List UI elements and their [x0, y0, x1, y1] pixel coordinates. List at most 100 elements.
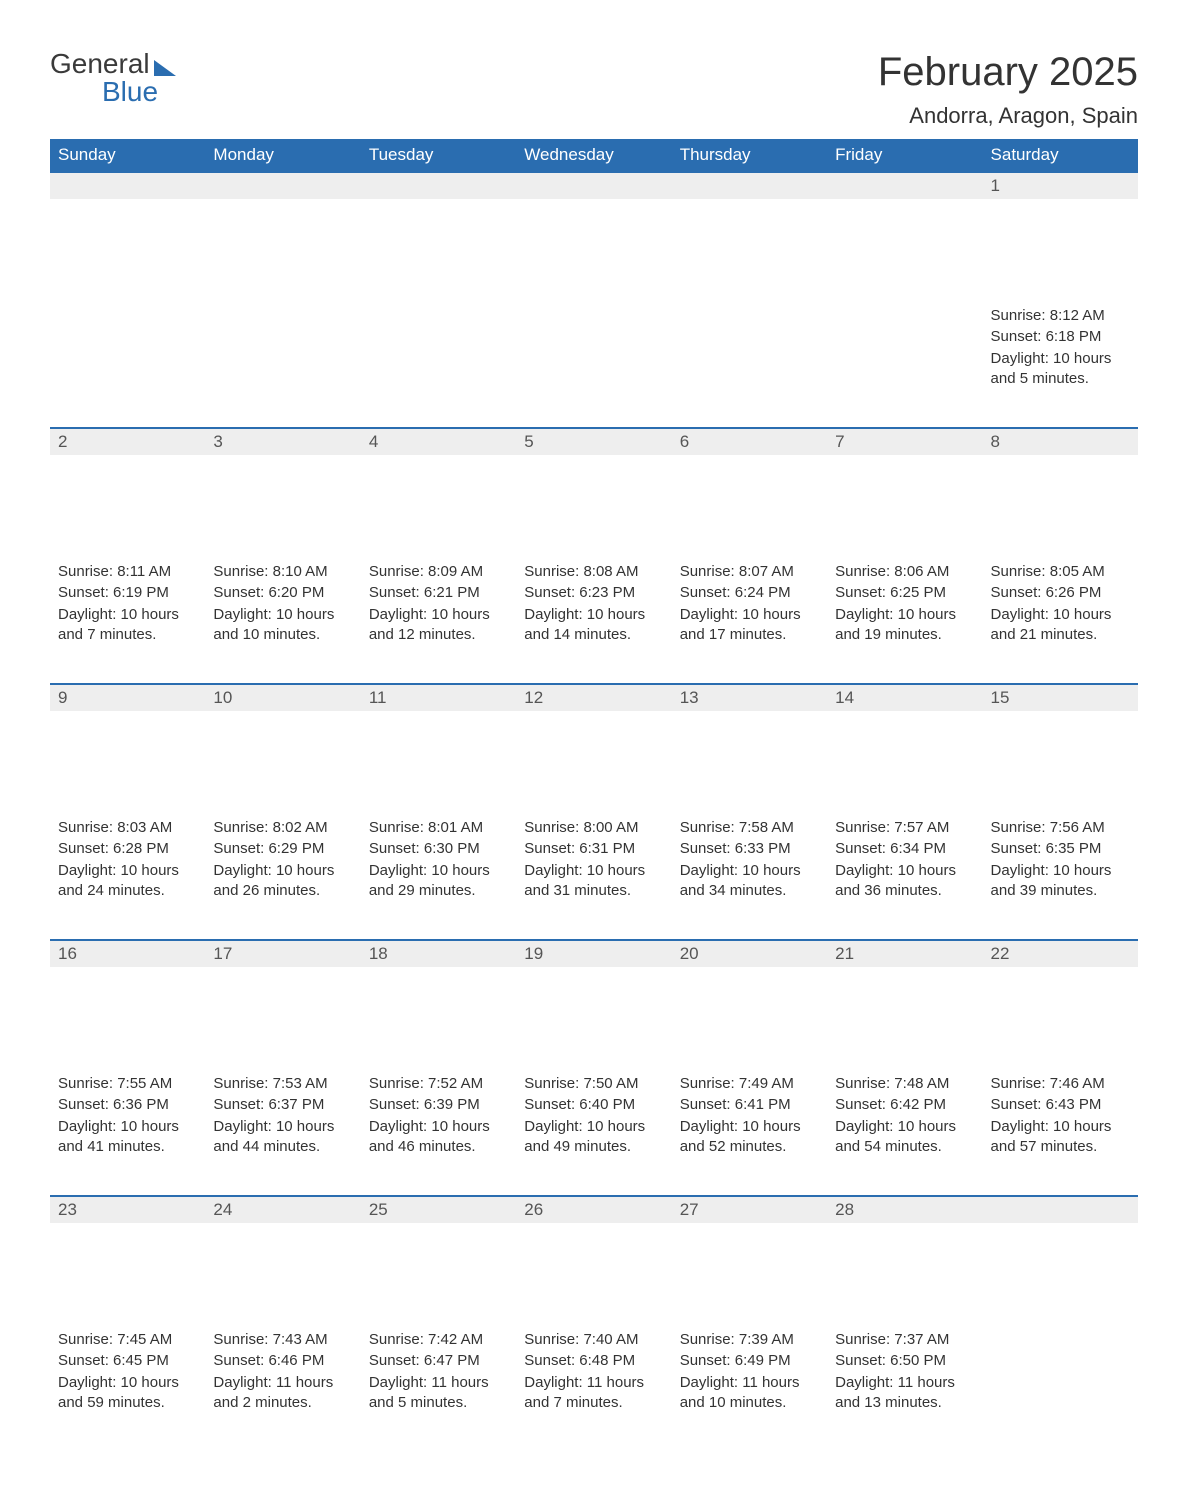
day-body-cell [50, 300, 205, 428]
daylight-line: Daylight: 10 hours and 14 minutes. [524, 605, 663, 646]
sunrise-line: Sunrise: 8:05 AM [991, 562, 1130, 582]
sunset-line: Sunset: 6:47 PM [369, 1351, 508, 1371]
day-number: 4 [361, 429, 516, 455]
sunset-line: Sunset: 6:23 PM [524, 583, 663, 603]
sunset-line: Sunset: 6:34 PM [835, 839, 974, 859]
sunset-line: Sunset: 6:49 PM [680, 1351, 819, 1371]
day-body-cell [827, 300, 982, 428]
day-body-cell: Sunrise: 7:58 AMSunset: 6:33 PMDaylight:… [672, 812, 827, 940]
day-number-cell: 19 [516, 940, 671, 1068]
sunrise-line: Sunrise: 8:06 AM [835, 562, 974, 582]
day-body: Sunrise: 7:52 AMSunset: 6:39 PMDaylight:… [361, 1068, 516, 1176]
day-number-cell: 5 [516, 428, 671, 556]
weekday-header-row: SundayMondayTuesdayWednesdayThursdayFrid… [50, 139, 1138, 172]
day-body: Sunrise: 7:39 AMSunset: 6:49 PMDaylight:… [672, 1324, 827, 1432]
day-number: 16 [50, 941, 205, 967]
day-body: Sunrise: 7:57 AMSunset: 6:34 PMDaylight:… [827, 812, 982, 920]
day-body: Sunrise: 8:06 AMSunset: 6:25 PMDaylight:… [827, 556, 982, 664]
day-body: Sunrise: 8:11 AMSunset: 6:19 PMDaylight:… [50, 556, 205, 664]
daylight-line: Daylight: 10 hours and 41 minutes. [58, 1117, 197, 1158]
logo: General Blue [50, 50, 176, 106]
sunrise-line: Sunrise: 7:42 AM [369, 1330, 508, 1350]
title-block: February 2025 Andorra, Aragon, Spain [878, 50, 1138, 129]
day-number-cell [827, 172, 982, 300]
sunrise-line: Sunrise: 8:07 AM [680, 562, 819, 582]
day-number: 8 [983, 429, 1138, 455]
day-number-cell [50, 172, 205, 300]
day-number-cell: 6 [672, 428, 827, 556]
day-number-cell [983, 1196, 1138, 1324]
weekday-header: Tuesday [361, 139, 516, 172]
day-body-cell: Sunrise: 7:45 AMSunset: 6:45 PMDaylight:… [50, 1324, 205, 1452]
day-body-cell: Sunrise: 7:57 AMSunset: 6:34 PMDaylight:… [827, 812, 982, 940]
day-body: Sunrise: 8:00 AMSunset: 6:31 PMDaylight:… [516, 812, 671, 920]
day-body-cell: Sunrise: 8:07 AMSunset: 6:24 PMDaylight:… [672, 556, 827, 684]
day-body [983, 1324, 1138, 1348]
week-body-row: Sunrise: 8:11 AMSunset: 6:19 PM Daylight:… [50, 556, 1138, 684]
day-body-cell: Sunrise: 7:49 AMSunset: 6:41 PMDaylight:… [672, 1068, 827, 1196]
sunset-line: Sunset: 6:28 PM [58, 839, 197, 859]
daylight-line: Daylight: 10 hours and 21 minutes. [991, 605, 1130, 646]
day-body: Sunrise: 7:53 AMSunset: 6:37 PMDaylight:… [205, 1068, 360, 1176]
day-number-cell: 23 [50, 1196, 205, 1324]
day-body: Sunrise: 7:49 AMSunset: 6:41 PMDaylight:… [672, 1068, 827, 1176]
week-daynum-row: 9101112131415 [50, 684, 1138, 812]
day-body: Sunrise: 8:10 AMSunset: 6:20 PMDaylight:… [205, 556, 360, 664]
daylight-line: Daylight: 10 hours and 5 minutes. [991, 349, 1130, 390]
day-body: Sunrise: 7:58 AMSunset: 6:33 PMDaylight:… [672, 812, 827, 920]
day-number-cell: 28 [827, 1196, 982, 1324]
day-number [983, 1197, 1138, 1223]
day-number: 25 [361, 1197, 516, 1223]
day-number: 26 [516, 1197, 671, 1223]
daylight-line: Daylight: 10 hours and 19 minutes. [835, 605, 974, 646]
day-number-cell: 1 [983, 172, 1138, 300]
day-body-cell: Sunrise: 8:10 AMSunset: 6:20 PMDaylight:… [205, 556, 360, 684]
day-number: 2 [50, 429, 205, 455]
day-body-cell [672, 300, 827, 428]
logo-word2: Blue [102, 78, 176, 106]
sunset-line: Sunset: 6:39 PM [369, 1095, 508, 1115]
day-number: 20 [672, 941, 827, 967]
sunrise-line: Sunrise: 8:11 AM [58, 562, 197, 582]
day-body: Sunrise: 7:55 AMSunset: 6:36 PMDaylight:… [50, 1068, 205, 1176]
day-body-cell: Sunrise: 8:12 AMSunset: 6:18 PMDaylight:… [983, 300, 1138, 428]
sunset-line: Sunset: 6:36 PM [58, 1095, 197, 1115]
sunset-line: Sunset: 6:43 PM [991, 1095, 1130, 1115]
sunrise-line: Sunrise: 7:58 AM [680, 818, 819, 838]
day-number-cell: 22 [983, 940, 1138, 1068]
daylight-line: Daylight: 10 hours and 57 minutes. [991, 1117, 1130, 1158]
sunset-line: Sunset: 6:21 PM [369, 583, 508, 603]
header: General Blue February 2025 Andorra, Arag… [50, 50, 1138, 129]
daylight-line: Daylight: 11 hours and 5 minutes. [369, 1373, 508, 1414]
day-number [361, 173, 516, 199]
day-body: Sunrise: 8:09 AMSunset: 6:21 PMDaylight:… [361, 556, 516, 664]
day-number-cell: 8 [983, 428, 1138, 556]
day-number-cell: 25 [361, 1196, 516, 1324]
day-body [361, 300, 516, 324]
sunset-line: Sunset: 6:45 PM [58, 1351, 197, 1371]
daylight-line: Daylight: 11 hours and 7 minutes. [524, 1373, 663, 1414]
sunrise-line: Sunrise: 7:56 AM [991, 818, 1130, 838]
sunset-line: Sunset: 6:19 PM [58, 583, 197, 603]
day-number-cell [672, 172, 827, 300]
day-number-cell: 9 [50, 684, 205, 812]
weekday-header: Sunday [50, 139, 205, 172]
calendar-body: 1Sunrise: 8:12 AMSunset: 6:18 PMDaylight… [50, 172, 1138, 1452]
day-number: 23 [50, 1197, 205, 1223]
day-number [50, 173, 205, 199]
day-number-cell: 26 [516, 1196, 671, 1324]
day-body-cell: Sunrise: 7:53 AMSunset: 6:37 PMDaylight:… [205, 1068, 360, 1196]
week-daynum-row: 16171819202122 [50, 940, 1138, 1068]
day-number-cell: 15 [983, 684, 1138, 812]
sunrise-line: Sunrise: 7:37 AM [835, 1330, 974, 1350]
week-daynum-row: 2345678 [50, 428, 1138, 556]
sunrise-line: Sunrise: 8:02 AM [213, 818, 352, 838]
day-number [672, 173, 827, 199]
daylight-line: Daylight: 11 hours and 2 minutes. [213, 1373, 352, 1414]
sunrise-line: Sunrise: 7:46 AM [991, 1074, 1130, 1094]
sunrise-line: Sunrise: 7:48 AM [835, 1074, 974, 1094]
day-number-cell: 24 [205, 1196, 360, 1324]
sunset-line: Sunset: 6:46 PM [213, 1351, 352, 1371]
day-body-cell: Sunrise: 7:46 AMSunset: 6:43 PMDaylight:… [983, 1068, 1138, 1196]
day-body-cell [205, 300, 360, 428]
